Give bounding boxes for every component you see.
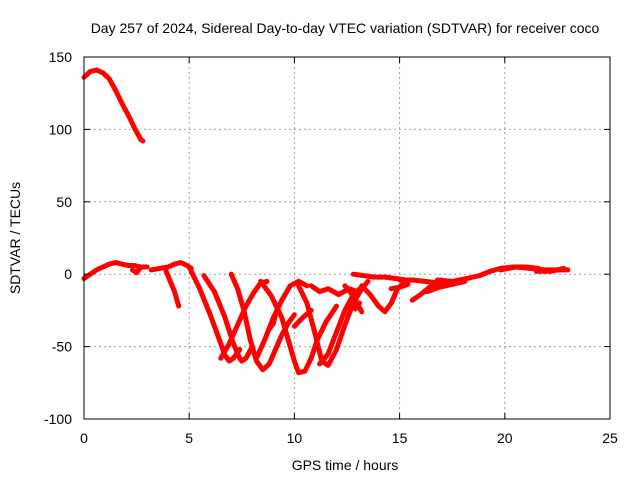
plot-frame	[83, 56, 611, 420]
series-line-s2	[81, 260, 150, 281]
series-line-s5	[163, 268, 182, 309]
x-tick-label: 15	[392, 430, 408, 446]
series-line-s24	[424, 278, 468, 295]
y-tick-label: 0	[64, 266, 72, 282]
y-axis-label: SDTVAR / TECUs	[7, 182, 23, 294]
series-line-s1	[81, 67, 146, 144]
y-tick-label: 100	[49, 121, 73, 137]
series-line-s21	[352, 300, 363, 312]
x-tick-label: 10	[287, 430, 303, 446]
series-line-s4	[148, 260, 194, 273]
x-tick-label: 20	[497, 430, 513, 446]
series-line-s12	[254, 278, 310, 361]
series-line-s27	[533, 265, 567, 274]
data-series	[81, 67, 571, 376]
series-line-s16	[317, 284, 365, 367]
y-tick-label: -100	[44, 411, 72, 427]
x-tick-label: 25	[602, 430, 618, 446]
series-line-s13	[296, 278, 371, 368]
series-line-s3	[129, 264, 144, 276]
series-line-s15	[291, 307, 314, 329]
x-tick-label: 5	[185, 430, 193, 446]
chart-title: Day 257 of 2024, Sidereal Day-to-day VTE…	[91, 20, 600, 36]
y-tick-label: 150	[49, 49, 73, 65]
y-tick-label: -50	[52, 339, 72, 355]
axis-ticks: 0 5 10 15 20 25 -100 -50 0 50 100 150	[44, 49, 618, 446]
series-line-s22	[388, 281, 411, 292]
grid-lines	[84, 57, 610, 419]
x-tick-label: 0	[80, 430, 88, 446]
series-line-s6	[186, 264, 243, 364]
series-line-s7	[201, 273, 255, 364]
x-axis-label: GPS time / hours	[292, 457, 399, 473]
series-line-s19	[350, 271, 409, 283]
y-tick-label: 50	[56, 194, 72, 210]
